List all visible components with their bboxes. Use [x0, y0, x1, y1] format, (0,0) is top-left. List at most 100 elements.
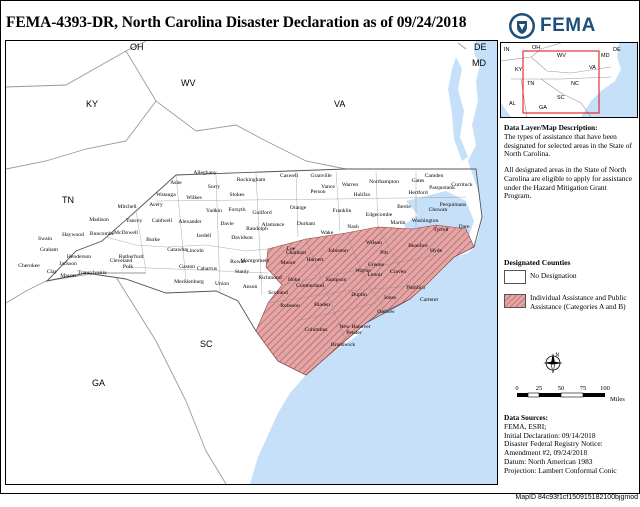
scale-tick-25: 25 [536, 385, 543, 392]
county-label-chowan: Chowan [429, 207, 448, 213]
county-labels: Alleghany Ashe Surry Rockingham Caswell Granv… [18, 170, 473, 348]
scale-unit: Miles [610, 396, 625, 403]
county-label-perquimans: Perquimans [440, 202, 466, 208]
inset-label-wv: WV [557, 53, 566, 59]
legend-title: Designated Counties [504, 258, 571, 267]
fema-wordmark: FEMA [540, 15, 596, 36]
county-label-wilson: Wilson [366, 240, 382, 246]
county-label-alleghany: Alleghany [193, 170, 217, 176]
scale-tick-100: 100 [600, 385, 610, 392]
source-line: Datum: North American 1983 [504, 456, 593, 466]
county-label-rowan: Rowan [230, 259, 246, 265]
legend-item-no-designation: No Designation [504, 270, 636, 284]
county-label-duplin: Duplin [351, 292, 367, 298]
map-id: MapID 84c93f1cf150915182100bjgmod [515, 494, 638, 501]
designated-counties-region [255, 224, 475, 376]
county-label-jackson: Jackson [59, 261, 77, 267]
state-boundaries [6, 41, 467, 484]
inset-locator-map: OH IN WV DE MD KY VA TN NC SC GA AL [500, 42, 638, 118]
county-label-caldwell: Caldwell [152, 218, 173, 224]
county-label-sampson: Sampson [326, 277, 347, 283]
source-line: Initial Declaration: 09/14/2018 [504, 430, 596, 440]
county-label-catawba: Catawba [167, 247, 187, 253]
county-label-vance: Vance [321, 184, 335, 190]
county-label-madison: Madison [89, 217, 109, 223]
county-label-granville: Granville [310, 173, 332, 179]
county-label-watauga: Watauga [156, 192, 176, 198]
county-label-davie: Davie [220, 221, 234, 227]
county-label-forsyth: Forsyth [228, 207, 245, 213]
county-label-cabarrus: Cabarrus [197, 266, 217, 272]
county-label-avery: Avery [149, 202, 163, 208]
inset-canvas: OH IN WV DE MD KY VA TN NC SC GA AL [501, 43, 637, 117]
county-label-richmond: Richmond [258, 275, 282, 281]
state-label-va: VA [334, 99, 345, 109]
legend-swatch-white [504, 270, 526, 284]
layer-heading: Data Layer/Map Description: [504, 123, 598, 132]
inset-label-ky: KY [515, 67, 523, 73]
scale-bar: 0 25 50 75 100 Miles [515, 385, 625, 403]
state-label-ga: GA [92, 378, 105, 388]
county-label-pasquotank: Pasquotank [429, 185, 455, 191]
county-label-person: Person [310, 189, 325, 195]
county-label-onslow: Onslow [377, 309, 395, 315]
atlantic-ocean [250, 41, 497, 484]
county-label-robeson: Robeson [280, 303, 300, 309]
north-arrow-icon: N [543, 353, 563, 374]
county-label-craven: Craven [390, 269, 406, 275]
county-boundaries [105, 170, 467, 342]
county-label-halifax: Halifax [354, 191, 371, 198]
county-label-camden: Camden [425, 173, 444, 179]
county-label-bertie: Bertie [397, 204, 411, 210]
county-label-carteret: Carteret [420, 297, 438, 303]
layer-description: Data Layer/Map Description: The types of… [504, 123, 634, 159]
county-label-northampton: Northampton [369, 179, 399, 185]
state-label-tn: TN [62, 195, 74, 205]
county-label-clay: Clay [47, 269, 58, 275]
county-label-greene: Greene [368, 262, 385, 268]
county-label-mitchell: Mitchell [118, 204, 137, 210]
county-label-yancey: Yancey [126, 218, 143, 224]
inset-ocean [581, 43, 637, 117]
source-line: Disaster Federal Registry Notice: [504, 439, 603, 449]
county-label-wilkes: Wilkes [186, 195, 202, 201]
county-label-burke: Burke [146, 237, 160, 243]
county-label-stokes: Stokes [230, 192, 245, 198]
county-label-pamlico: Pamlico [407, 285, 426, 291]
county-label-ashe: Ashe [170, 180, 182, 186]
county-label-transylvania: Transylvania [77, 270, 107, 276]
map-canvas: OH DE MD WV KY VA TN SC GA Alleghany Ashe… [6, 41, 497, 484]
dhs-seal-icon [509, 13, 535, 39]
inset-state-lines [501, 43, 612, 117]
state-label-md: MD [472, 58, 486, 68]
legend-item-ia-pa: Individual Assistance and Public Assista… [504, 293, 636, 324]
county-label-gates: Gates [412, 178, 425, 184]
county-label-nash: Nash [347, 224, 359, 230]
fema-logo: FEMA [500, 12, 636, 42]
county-label-anson: Anson [243, 284, 258, 290]
county-label-moore: Moore [281, 260, 296, 266]
county-label-columbus: Columbus [304, 327, 327, 333]
county-label-swain: Swain [38, 236, 52, 242]
county-label-brunswick: Brunswick [331, 342, 355, 348]
inset-label-in: IN [504, 47, 510, 53]
inset-label-de: DE [613, 47, 621, 53]
county-label-washington: Washington [412, 218, 439, 224]
county-label-hoke: Hoke [288, 277, 301, 283]
county-label-mecklenburg: Mecklenburg [174, 279, 204, 285]
county-label-montgomery: Montgomery [240, 258, 269, 264]
inset-extent-box [522, 50, 600, 114]
inset-label-sc: SC [557, 95, 565, 101]
north-label: N [556, 353, 560, 359]
data-sources: Data Sources: FEMA, ESRI; Initial Declar… [504, 413, 636, 476]
county-label-surry: Surry [208, 184, 221, 190]
chesapeake-bay [448, 57, 468, 161]
county-label-orange: Orange [290, 205, 307, 211]
county-label-henderson: Henderson [67, 254, 91, 260]
county-label-alexander: Alexander [178, 219, 201, 225]
county-label-cumberland: Cumberland [296, 283, 324, 289]
hmgp-note: All designated areas in the State of Nor… [504, 165, 633, 201]
county-label-pender: Pender [346, 330, 362, 336]
state-label-oh: OH [130, 42, 144, 52]
county-label-hyde: Hyde [430, 248, 443, 254]
